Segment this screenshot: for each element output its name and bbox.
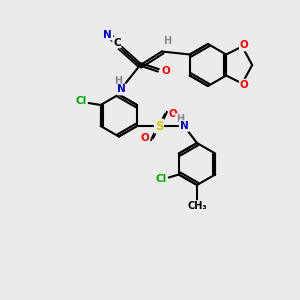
Text: H: H (176, 114, 184, 124)
Text: O: O (161, 67, 170, 76)
Text: O: O (240, 80, 249, 89)
Text: O: O (169, 109, 177, 119)
Text: H: H (163, 37, 171, 46)
Text: C: C (113, 38, 121, 47)
Text: O: O (141, 133, 149, 143)
Text: CH₃: CH₃ (187, 201, 207, 211)
Text: O: O (240, 40, 249, 50)
Text: S: S (155, 119, 163, 133)
Text: Cl: Cl (75, 96, 86, 106)
Text: Cl: Cl (155, 175, 166, 184)
Text: N: N (180, 121, 188, 131)
Text: H: H (114, 76, 122, 85)
Text: N: N (103, 29, 112, 40)
Text: N: N (117, 85, 126, 94)
